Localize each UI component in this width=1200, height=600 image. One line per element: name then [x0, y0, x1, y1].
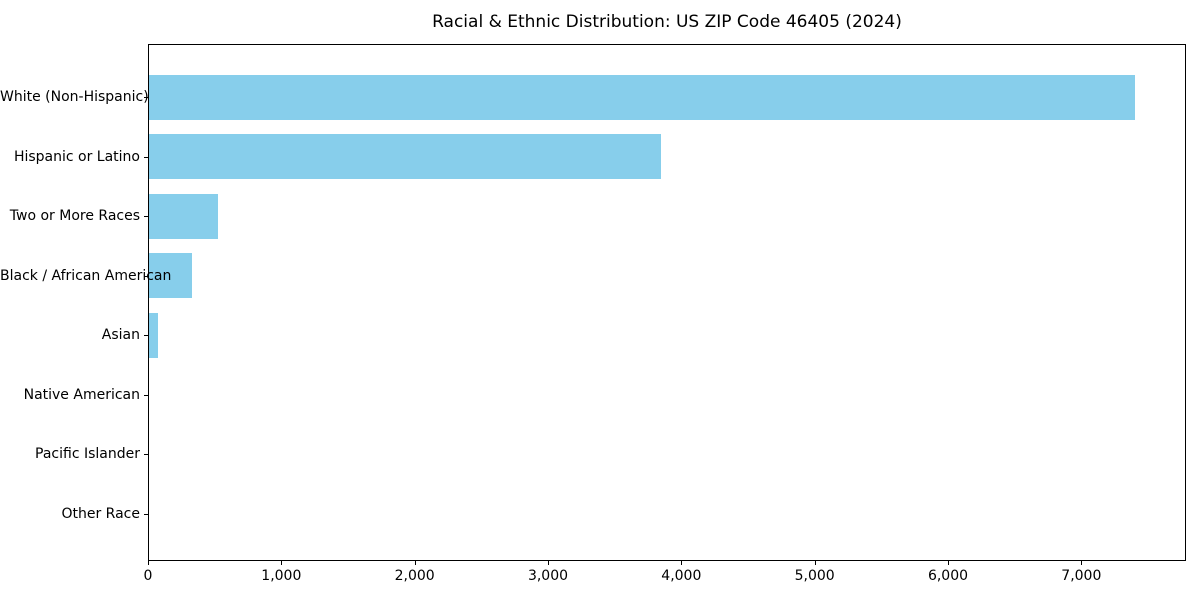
- y-axis-tick-mark: [144, 216, 148, 217]
- x-axis-tick-label: 1,000: [261, 568, 302, 584]
- y-axis-label: Native American: [23, 386, 140, 403]
- x-axis-tick-mark: [814, 561, 816, 565]
- y-axis-tick-mark: [144, 513, 148, 515]
- x-axis-tick-label: 7,000: [1061, 568, 1102, 584]
- x-axis-tick-mark: [948, 561, 949, 565]
- x-axis-tick-label: 0: [143, 568, 153, 584]
- bar: [149, 193, 218, 239]
- y-axis-label: Pacific Islander: [35, 446, 140, 462]
- y-axis-label: Hispanic or Latino: [13, 148, 140, 165]
- y-axis-label: White (Non-Hispanic): [0, 89, 149, 105]
- x-axis-tick-mark: [681, 561, 683, 565]
- y-axis-tick-mark: [144, 275, 148, 277]
- x-axis-tick-mark: [148, 561, 149, 565]
- x-axis-tick-label: 6,000: [927, 568, 969, 584]
- y-axis-tick-mark: [144, 335, 148, 336]
- y-axis-tick-mark: [144, 454, 148, 455]
- x-axis-tick-label: 3,000: [527, 568, 569, 584]
- y-axis-tick-mark: [144, 394, 148, 396]
- x-axis-tick-mark: [1081, 561, 1083, 565]
- bar: [149, 253, 192, 298]
- chart-title: Racial & Ethnic Distribution: US ZIP Cod…: [432, 12, 902, 32]
- y-axis-label: Asian: [101, 327, 140, 343]
- x-axis-tick-label: 4,000: [661, 568, 702, 584]
- bar: [149, 312, 159, 358]
- y-axis-tick-mark: [144, 156, 148, 158]
- bar: [149, 74, 1135, 120]
- y-axis-label: Black / African American: [0, 267, 172, 284]
- x-axis-tick-label: 2,000: [394, 568, 435, 584]
- plot-area: [148, 44, 1186, 561]
- bar: [149, 134, 661, 179]
- x-axis-tick-mark: [414, 561, 416, 565]
- y-axis-label: Two or More Races: [9, 208, 140, 224]
- y-axis-tick-mark: [144, 97, 148, 98]
- x-axis-tick-label: 5,000: [794, 568, 835, 584]
- x-axis-tick-mark: [548, 561, 549, 565]
- x-axis-tick-mark: [281, 561, 283, 565]
- y-axis-label: Other Race: [61, 505, 140, 522]
